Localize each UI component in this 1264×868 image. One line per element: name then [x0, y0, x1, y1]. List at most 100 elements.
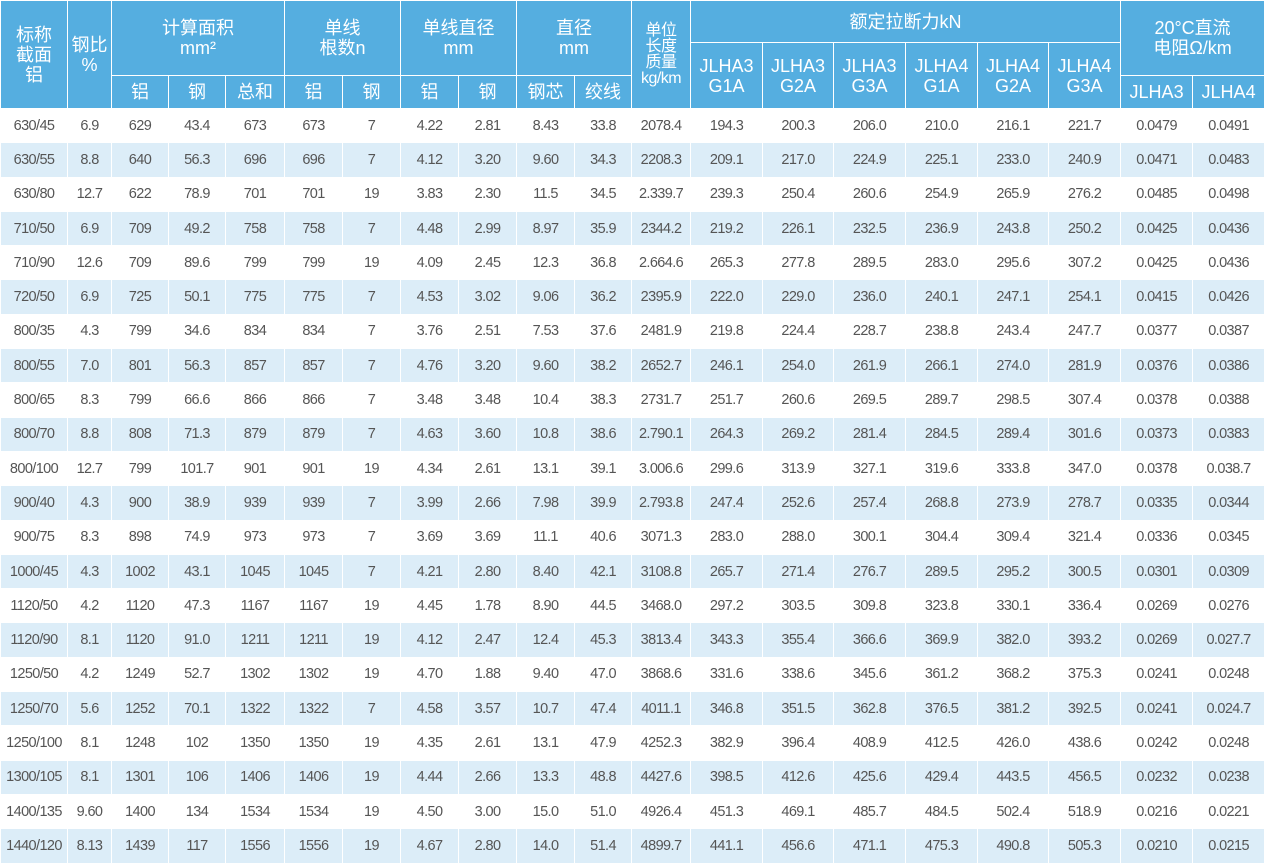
table-cell: 4.3: [67, 485, 112, 521]
table-cell: 0.0276: [1192, 588, 1264, 624]
table-cell: 4926.4: [631, 793, 692, 830]
table-row: 630/45 6.9 629 43.4 673 673 7 4.22 2.81 8.43 33.8 2…: [0, 107, 1264, 144]
table-cell: 1350: [284, 725, 344, 761]
table-cell: 0.0376: [1120, 348, 1194, 384]
table-cell: 38.2: [574, 348, 633, 384]
table-cell: 269.2: [762, 416, 835, 452]
table-cell: 8.8: [67, 416, 112, 452]
table-cell: 8.8: [67, 142, 112, 178]
table-cell: 630/45: [0, 107, 68, 144]
table-cell: 117: [168, 828, 226, 864]
table-row: 630/80 12.7 622 78.9 701 701 19 3.83 2.30 11.5 34.…: [0, 176, 1264, 212]
table-cell: 343.3: [690, 622, 764, 658]
table-cell: 33.8: [574, 107, 633, 144]
table-cell: 4.48: [400, 210, 460, 247]
table-cell: 134: [168, 793, 226, 830]
table-cell: 345.6: [833, 656, 907, 693]
table-cell: 0.0215: [1192, 828, 1264, 864]
header-cell: 铝: [111, 75, 169, 109]
table-cell: 304.4: [905, 519, 979, 555]
table-cell: 2.61: [458, 725, 518, 761]
table-row: 900/40 4.3 900 38.9 939 939 7 3.99 2.66 7.98 39.9 2…: [0, 485, 1264, 521]
table-cell: 252.6: [762, 485, 835, 521]
table-cell: 10.4: [516, 382, 576, 418]
table-cell: 194.3: [690, 107, 764, 144]
table-cell: 268.8: [905, 485, 979, 521]
table-cell: 2.664.6: [631, 245, 692, 281]
header-cell: 计算面积 mm²: [110, 0, 286, 76]
table-cell: 1440/120: [0, 828, 68, 864]
table-cell: 1301: [111, 759, 169, 795]
table-cell: 0.0425: [1120, 210, 1194, 247]
table-cell: 0.0221: [1192, 793, 1264, 830]
table-cell: 247.1: [977, 279, 1050, 315]
table-cell: 800/55: [0, 348, 68, 384]
table-cell: 4.09: [400, 245, 460, 281]
table-cell: 1252: [111, 691, 169, 727]
table-cell: 224.9: [833, 142, 907, 178]
table-cell: 251.7: [690, 382, 764, 418]
table-row: 800/100 12.7 799 101.7 901 901 19 4.34 2.61 13.1 3…: [0, 450, 1264, 487]
table-cell: 355.4: [762, 622, 835, 658]
table-cell: 1120/90: [0, 622, 68, 658]
table-cell: 0.0485: [1120, 176, 1194, 212]
table-cell: 0.0471: [1120, 142, 1194, 178]
table-cell: 375.3: [1048, 656, 1122, 693]
table-cell: 238.8: [905, 313, 979, 350]
table-cell: 56.3: [168, 348, 226, 384]
table-cell: 0.0378: [1120, 450, 1194, 487]
table-cell: 281.4: [833, 416, 907, 452]
table-cell: 321.4: [1048, 519, 1122, 555]
table-row: 1400/135 9.60 1400 134 1534 1534 19 4.50 3.00 15.…: [0, 793, 1264, 830]
table-cell: 47.3: [168, 588, 226, 624]
table-cell: 8.3: [67, 382, 112, 418]
table-cell: 857: [284, 348, 344, 384]
table-cell: 106: [168, 759, 226, 795]
table-cell: 19: [342, 588, 402, 624]
table-cell: 0.0269: [1120, 622, 1194, 658]
table-cell: 0.0336: [1120, 519, 1194, 555]
table-cell: 19: [342, 622, 402, 658]
table-cell: 0.0383: [1192, 416, 1264, 452]
table-cell: 4.12: [400, 622, 460, 658]
table-cell: 243.4: [977, 313, 1050, 350]
table-cell: 5.6: [67, 691, 112, 727]
table-cell: 710/50: [0, 210, 68, 247]
table-cell: 19: [342, 759, 402, 795]
table-cell: 673: [284, 107, 344, 144]
table-cell: 0.038.7: [1192, 450, 1264, 487]
table-cell: 309.8: [833, 588, 907, 624]
table-cell: 7: [342, 107, 402, 144]
table-cell: 13.1: [516, 725, 576, 761]
table-cell: 701: [284, 176, 344, 212]
table-cell: 216.1: [977, 107, 1050, 144]
table-cell: 1248: [111, 725, 169, 761]
table-cell: 879: [284, 416, 344, 452]
table-cell: 6.9: [67, 279, 112, 315]
table-cell: 313.9: [762, 450, 835, 487]
table-cell: 2344.2: [631, 210, 692, 247]
table-cell: 4.2: [67, 588, 112, 624]
table-cell: 758: [224, 210, 286, 247]
table-cell: 7: [342, 553, 402, 590]
table-cell: 2208.3: [631, 142, 692, 178]
table-cell: 0.0498: [1192, 176, 1264, 212]
table-cell: 900/75: [0, 519, 68, 555]
table-cell: 47.0: [574, 656, 633, 693]
table-row: 1250/100 8.1 1248 102 1350 1350 19 4.35 2.61 13.1…: [0, 725, 1264, 761]
table-cell: 7.0: [67, 348, 112, 384]
table-cell: 15.0: [516, 793, 576, 830]
table-cell: 7: [342, 279, 402, 315]
table-cell: 34.5: [574, 176, 633, 212]
header-cell: 标称 截面 铝: [0, 0, 68, 109]
table-cell: 709: [111, 245, 169, 281]
table-cell: 4.34: [400, 450, 460, 487]
table-cell: 50.1: [168, 279, 226, 315]
table-cell: 233.0: [977, 142, 1050, 178]
table-cell: 1556: [284, 828, 344, 864]
table-cell: 9.06: [516, 279, 576, 315]
table-cell: 11.1: [516, 519, 576, 555]
table-cell: 4.21: [400, 553, 460, 590]
table-cell: 3813.4: [631, 622, 692, 658]
table-cell: 2.339.7: [631, 176, 692, 212]
